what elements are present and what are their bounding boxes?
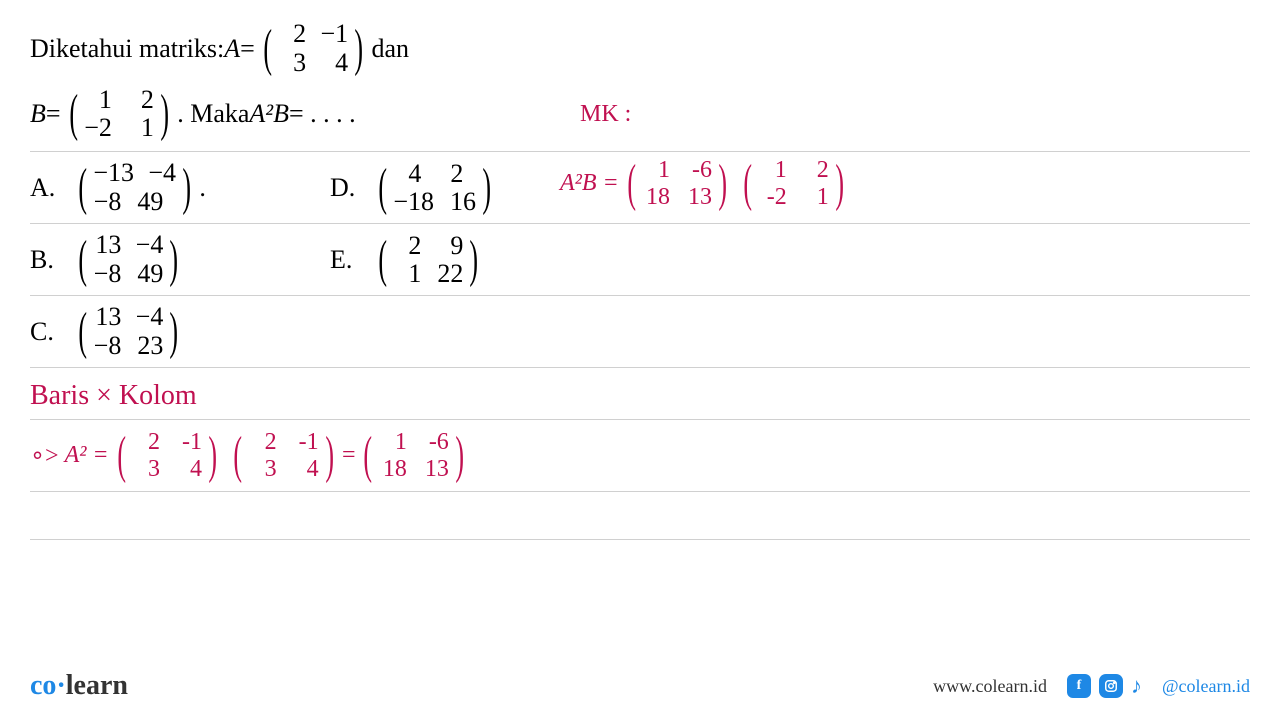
text-dan: dan <box>371 34 409 64</box>
hw-a2-result: ( 1-6 1813 ) <box>359 429 468 482</box>
logo-learn: learn <box>66 670 128 701</box>
var-B: B <box>30 99 46 129</box>
option-E-label: E. <box>330 245 370 275</box>
footer-handle: @colearn.id <box>1162 676 1250 697</box>
social-icons: f ♪ <box>1067 673 1142 699</box>
option-C-matrix: ( 13−4 −823 ) <box>74 303 183 360</box>
footer-right: www.colearn.id f ♪ @colearn.id <box>933 673 1250 699</box>
tiktok-icon: ♪ <box>1131 673 1142 699</box>
option-E: E. ( 29 122 ) <box>330 224 499 296</box>
hw-a2-m2: ( 2-1 34 ) <box>229 429 338 482</box>
text-dots: = . . . . <box>289 99 356 129</box>
option-A-dot: . <box>199 173 206 203</box>
facebook-icon: f <box>1067 674 1091 698</box>
expr-a2b: A²B <box>249 99 289 129</box>
hw-a2-row: ∘> A² = ( 2-1 34 ) ( 2-1 34 ) = ( 1-6 18… <box>30 420 1250 492</box>
matrix-B: ( 12 −21 ) <box>65 86 174 143</box>
text-diketahui: Diketahui matriks: <box>30 34 224 64</box>
problem-line-2: B = ( 12 −21 ) . Maka A²B = . . . . MK : <box>30 77 1250 152</box>
matrix-A: ( 2−1 34 ) <box>259 20 368 77</box>
option-B-label: B. <box>30 245 70 275</box>
hw-a2-m1: ( 2-1 34 ) <box>113 429 222 482</box>
hw-a2b-work: A²B = ( 1-6 1813 ) ( 12 -21 ) <box>560 157 852 210</box>
option-D-label: D. <box>330 173 370 203</box>
hw-a2-eq: = <box>342 442 356 469</box>
hw-a2b-m2: ( 12 -21 ) <box>739 157 848 210</box>
hw-baris: Baris × Kolom <box>30 380 197 412</box>
var-A: A <box>224 34 240 64</box>
hw-mk: MK : <box>580 101 631 128</box>
option-D: D. ( 42 −1816 ) <box>330 152 499 224</box>
option-C: C. ( 13−4 −823 ) <box>30 296 1250 368</box>
eq-1: = <box>240 34 255 64</box>
eq-2: = <box>46 99 61 129</box>
option-C-label: C. <box>30 317 70 347</box>
hw-a2-label: A² = <box>65 442 109 469</box>
hw-baris-row: Baris × Kolom <box>30 372 1250 420</box>
blank-row-1 <box>30 492 1250 540</box>
option-E-matrix: ( 29 122 ) <box>374 232 483 289</box>
footer: co·learn www.colearn.id f ♪ @colearn.id <box>0 670 1280 702</box>
hw-a2b-m1: ( 1-6 1813 ) <box>623 157 732 210</box>
logo-co: co <box>30 670 56 701</box>
option-D-matrix: ( 42 −1816 ) <box>374 160 495 217</box>
option-B: B. ( 13−4 −849 ) <box>30 224 1250 296</box>
hw-a2b-label: A²B = <box>560 170 619 197</box>
text-maka: . Maka <box>177 99 249 129</box>
option-A-matrix: ( −13−4 −849 ) <box>74 159 195 216</box>
problem-line-1: Diketahui matriks: A = ( 2−1 34 ) dan <box>30 20 1250 77</box>
instagram-icon <box>1099 674 1123 698</box>
hw-arrow: ∘> <box>30 441 59 470</box>
option-A-label: A. <box>30 173 70 203</box>
option-B-matrix: ( 13−4 −849 ) <box>74 231 183 288</box>
logo: co·learn <box>30 670 128 702</box>
logo-dot: · <box>56 670 65 701</box>
footer-url: www.colearn.id <box>933 676 1047 697</box>
